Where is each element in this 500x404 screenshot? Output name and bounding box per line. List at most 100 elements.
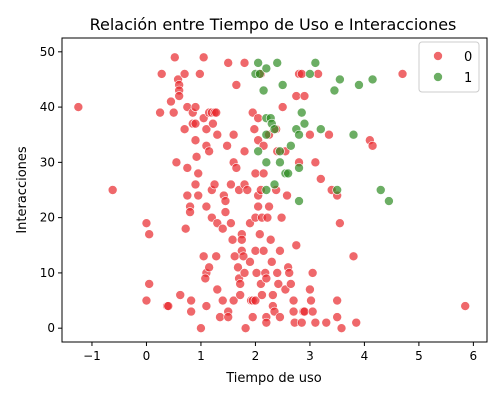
point-series-0-40 — [198, 52, 209, 63]
y-tick-label: 20 — [40, 211, 55, 225]
point-series-1-28 — [310, 58, 321, 68]
point-series-0-34 — [191, 152, 202, 162]
y-axis: 0 10 20 30 40 50 — [40, 45, 62, 335]
point-series-0-159 — [299, 306, 310, 317]
y-tick-label: 10 — [40, 266, 55, 280]
point-series-0-157 — [296, 317, 307, 328]
point-series-1-20 — [286, 140, 296, 151]
points-layer — [73, 52, 471, 333]
point-series-0-31 — [190, 102, 201, 112]
point-series-0-179 — [351, 317, 362, 328]
x-axis-label: Tiempo de uso — [225, 371, 322, 386]
point-series-1-37 — [384, 196, 394, 206]
point-series-0-121 — [258, 246, 269, 256]
chart-title: Relación entre Tiempo de Uso e Interacci… — [90, 15, 457, 34]
point-series-0-181 — [367, 140, 378, 151]
point-series-0-182 — [397, 69, 408, 79]
legend-label-series-0: 0 — [464, 50, 472, 65]
point-series-0-109 — [253, 113, 263, 123]
y-axis-label: Interacciones — [15, 146, 30, 234]
point-series-1-8 — [261, 157, 272, 168]
y-tick-label: 0 — [47, 321, 55, 335]
point-series-0-149 — [288, 306, 299, 317]
point-series-1-4 — [258, 85, 269, 96]
point-series-0-27 — [186, 306, 196, 317]
point-series-1-19 — [283, 168, 293, 179]
point-series-0-63 — [215, 312, 225, 322]
point-series-0-21 — [175, 290, 186, 300]
point-series-0-142 — [277, 102, 288, 112]
point-series-0-50 — [200, 273, 211, 284]
x-tick-label: −1 — [83, 349, 101, 363]
point-series-0-94 — [239, 268, 250, 278]
point-series-0-156 — [296, 69, 307, 79]
legend-label-series-1: 1 — [464, 71, 472, 86]
point-series-0-57 — [211, 107, 221, 118]
point-series-0-140 — [275, 312, 285, 322]
point-series-0-22 — [182, 190, 193, 201]
point-series-0-87 — [237, 234, 247, 245]
legend-marker-series-1 — [433, 72, 443, 82]
point-series-0-76 — [228, 129, 239, 140]
y-tick-label: 30 — [40, 155, 55, 169]
point-series-0-25 — [185, 207, 195, 217]
point-series-0-150 — [288, 295, 299, 306]
point-series-0-75 — [227, 234, 238, 245]
point-series-0-7 — [163, 301, 174, 311]
point-series-0-48 — [198, 251, 209, 262]
point-series-0-183 — [460, 301, 471, 311]
point-series-0-174 — [332, 295, 342, 306]
point-series-1-24 — [294, 196, 304, 206]
point-series-0-104 — [250, 168, 261, 179]
point-series-1-14 — [272, 58, 283, 68]
point-series-0-69 — [220, 207, 231, 217]
point-series-0-112 — [253, 201, 263, 212]
point-series-0-64 — [217, 295, 228, 306]
point-series-0-20 — [180, 223, 191, 234]
point-series-1-7 — [261, 129, 272, 140]
point-series-0-68 — [222, 140, 232, 151]
point-series-0-83 — [233, 262, 243, 273]
point-series-1-26 — [299, 118, 310, 129]
point-series-1-3 — [253, 146, 263, 157]
point-series-0-160 — [299, 91, 310, 101]
point-series-0-103 — [249, 124, 260, 134]
point-series-1-17 — [277, 80, 288, 90]
point-series-0-132 — [268, 290, 278, 300]
legend-marker-series-0 — [433, 51, 443, 61]
point-series-0-3 — [144, 229, 154, 240]
point-series-0-42 — [201, 124, 212, 134]
point-series-0-13 — [169, 52, 180, 63]
point-series-0-33 — [190, 135, 201, 146]
point-series-0-17 — [174, 91, 184, 101]
point-series-0-44 — [204, 146, 214, 157]
point-series-0-113 — [254, 229, 265, 240]
point-series-0-59 — [209, 179, 220, 190]
point-series-0-61 — [211, 251, 221, 262]
point-series-0-45 — [201, 201, 212, 212]
point-series-0-67 — [220, 196, 231, 206]
point-series-1-16 — [275, 157, 285, 168]
point-series-0-80 — [231, 80, 242, 90]
point-series-0-5 — [141, 295, 152, 306]
point-series-0-118 — [257, 290, 267, 300]
point-series-0-52 — [204, 262, 214, 273]
point-series-1-15 — [275, 146, 285, 157]
point-series-0-36 — [193, 168, 204, 179]
point-series-0-145 — [282, 190, 292, 201]
point-series-0-177 — [336, 323, 347, 333]
point-series-0-166 — [310, 157, 321, 168]
point-series-0-2 — [141, 218, 152, 228]
plot-area-frame — [61, 37, 488, 343]
point-series-0-35 — [190, 179, 201, 190]
point-series-0-141 — [276, 212, 287, 223]
x-tick-label: 1 — [197, 349, 205, 363]
y-tick-label: 40 — [40, 100, 55, 114]
point-series-0-51 — [201, 301, 212, 311]
point-series-1-32 — [335, 74, 345, 85]
point-series-0-148 — [286, 279, 296, 289]
point-series-1-27 — [305, 69, 315, 79]
point-series-0-65 — [217, 223, 228, 234]
point-series-0-91 — [239, 146, 250, 157]
x-tick-label: 0 — [143, 349, 151, 363]
